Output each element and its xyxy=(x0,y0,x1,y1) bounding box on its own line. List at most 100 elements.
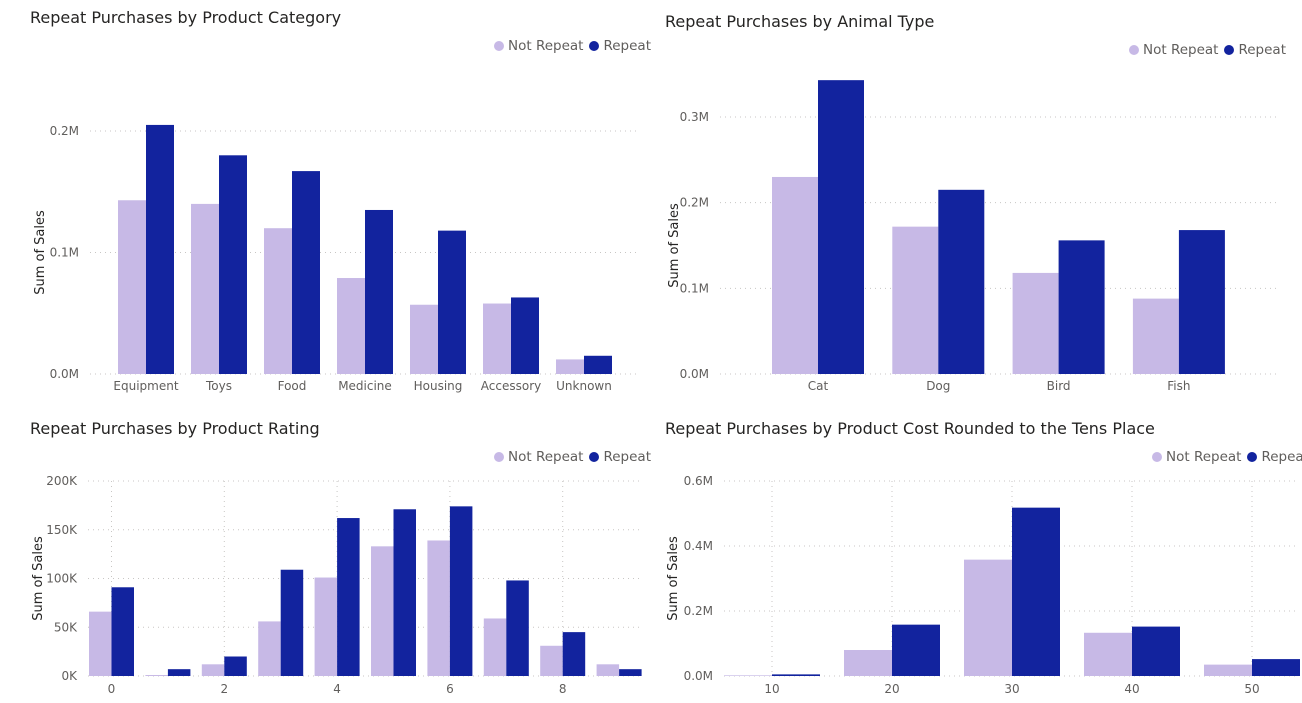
legend-swatch xyxy=(1152,452,1162,462)
x-tick-label: Cat xyxy=(808,379,829,393)
y-tick-label: 0.1M xyxy=(680,281,709,295)
legend-item-repeat[interactable]: Repeat xyxy=(1224,42,1286,58)
legend-label: Repeat xyxy=(1261,449,1302,465)
legend-item-repeat[interactable]: Repeat xyxy=(589,449,651,465)
bar-repeat xyxy=(562,632,586,676)
y-tick-label: 0.2M xyxy=(684,604,713,618)
legend-label: Not Repeat xyxy=(508,449,584,465)
bar-not-repeat xyxy=(724,675,772,676)
bar-not-repeat xyxy=(844,650,892,676)
x-tick-label: 30 xyxy=(1004,682,1019,696)
y-axis-title: Sum of Sales xyxy=(31,536,46,621)
legend-swatch xyxy=(589,41,600,51)
bar-repeat xyxy=(1012,507,1060,676)
y-tick-label: 200K xyxy=(46,474,78,488)
bar-repeat xyxy=(111,587,134,676)
bar-repeat xyxy=(938,189,985,374)
legend-label: Not Repeat xyxy=(508,38,584,54)
bar-repeat xyxy=(584,355,612,374)
legend-item-not-repeat[interactable]: Not Repeat xyxy=(1152,449,1241,465)
legend-swatch xyxy=(494,452,504,462)
legend-item-not-repeat[interactable]: Not Repeat xyxy=(1129,42,1218,58)
legend-item-repeat[interactable]: Repeat xyxy=(589,38,651,54)
y-tick-label: 0.2M xyxy=(50,124,79,138)
bar-not-repeat xyxy=(337,278,365,374)
bar-not-repeat xyxy=(371,546,394,676)
bar-repeat xyxy=(892,624,940,676)
legend-item-repeat[interactable]: Repeat xyxy=(1247,449,1302,465)
y-tick-label: 0.2M xyxy=(680,196,709,210)
x-tick-label: 6 xyxy=(446,682,454,696)
bar-not-repeat xyxy=(540,645,563,676)
y-tick-label: 100K xyxy=(46,572,78,586)
y-tick-label: 150K xyxy=(46,523,78,537)
x-tick-label: Food xyxy=(278,379,307,393)
bar-repeat xyxy=(1178,230,1225,374)
legend-swatch xyxy=(589,452,600,462)
y-axis-title: Sum of Sales xyxy=(667,203,682,288)
bar-not-repeat xyxy=(191,203,219,374)
bar-not-repeat xyxy=(89,611,112,676)
x-tick-label: Toys xyxy=(205,379,232,393)
bar-not-repeat xyxy=(1084,632,1132,676)
x-tick-label: 4 xyxy=(333,682,341,696)
x-tick-label: 2 xyxy=(220,682,228,696)
chart-legend: Not Repeat Repeat xyxy=(1129,42,1286,58)
bar-repeat xyxy=(292,171,320,374)
x-tick-label: 10 xyxy=(764,682,779,696)
chart-legend: Not Repeat Repeat xyxy=(494,449,651,465)
y-tick-label: 0.0M xyxy=(50,367,79,381)
bar-repeat xyxy=(224,656,247,676)
bar-not-repeat xyxy=(483,618,507,676)
legend-item-not-repeat[interactable]: Not Repeat xyxy=(494,38,583,54)
x-tick-label: Housing xyxy=(414,379,463,393)
bar-repeat xyxy=(337,518,360,676)
legend-swatch xyxy=(494,41,504,51)
bar-repeat xyxy=(146,124,174,374)
bar-not-repeat xyxy=(1012,272,1059,374)
bar-repeat xyxy=(772,674,820,676)
x-tick-label: Equipment xyxy=(113,379,178,393)
y-tick-label: 50K xyxy=(54,620,78,634)
bar-repeat xyxy=(1132,626,1180,676)
x-tick-label: Unknown xyxy=(556,379,612,393)
y-tick-label: 0.0M xyxy=(680,367,709,381)
bar-not-repeat xyxy=(596,664,620,676)
bar-not-repeat xyxy=(427,540,450,676)
bar-not-repeat xyxy=(410,304,438,374)
x-tick-label: 8 xyxy=(559,682,567,696)
x-tick-label: Accessory xyxy=(481,379,541,393)
bar-not-repeat xyxy=(118,200,146,374)
x-tick-label: Bird xyxy=(1047,379,1071,393)
legend-label: Repeat xyxy=(603,38,651,54)
bar-repeat xyxy=(393,509,416,676)
y-tick-label: 0.0M xyxy=(684,669,713,683)
chart-plot-product-category: 0.0M 0.1M 0.2M Sum of Sales Equipment Toys Foo… xyxy=(33,124,640,393)
bar-repeat xyxy=(449,506,473,676)
bar-not-repeat xyxy=(964,559,1012,676)
legend-swatch xyxy=(1129,45,1139,55)
x-tick-label: Fish xyxy=(1167,379,1190,393)
y-tick-label: 0K xyxy=(61,669,78,683)
bar-not-repeat xyxy=(314,577,338,676)
bar-repeat xyxy=(818,80,864,374)
bar-repeat xyxy=(511,297,539,374)
bar-not-repeat xyxy=(201,664,225,676)
bar-repeat xyxy=(619,669,642,676)
legend-label: Repeat xyxy=(603,449,651,465)
bar-repeat xyxy=(167,669,191,676)
legend-label: Not Repeat xyxy=(1143,42,1219,58)
legend-item-not-repeat[interactable]: Not Repeat xyxy=(494,449,583,465)
bar-not-repeat xyxy=(892,226,939,374)
bar-not-repeat xyxy=(483,303,511,374)
bar-repeat xyxy=(438,230,466,374)
bar-not-repeat xyxy=(556,359,584,374)
legend-label: Not Repeat xyxy=(1166,449,1242,465)
bar-repeat xyxy=(365,209,393,374)
bar-repeat xyxy=(1252,659,1300,676)
x-tick-label: 50 xyxy=(1244,682,1259,696)
x-tick-label: Dog xyxy=(926,379,950,393)
x-tick-label: 40 xyxy=(1124,682,1139,696)
y-tick-label: 0.3M xyxy=(680,110,709,124)
